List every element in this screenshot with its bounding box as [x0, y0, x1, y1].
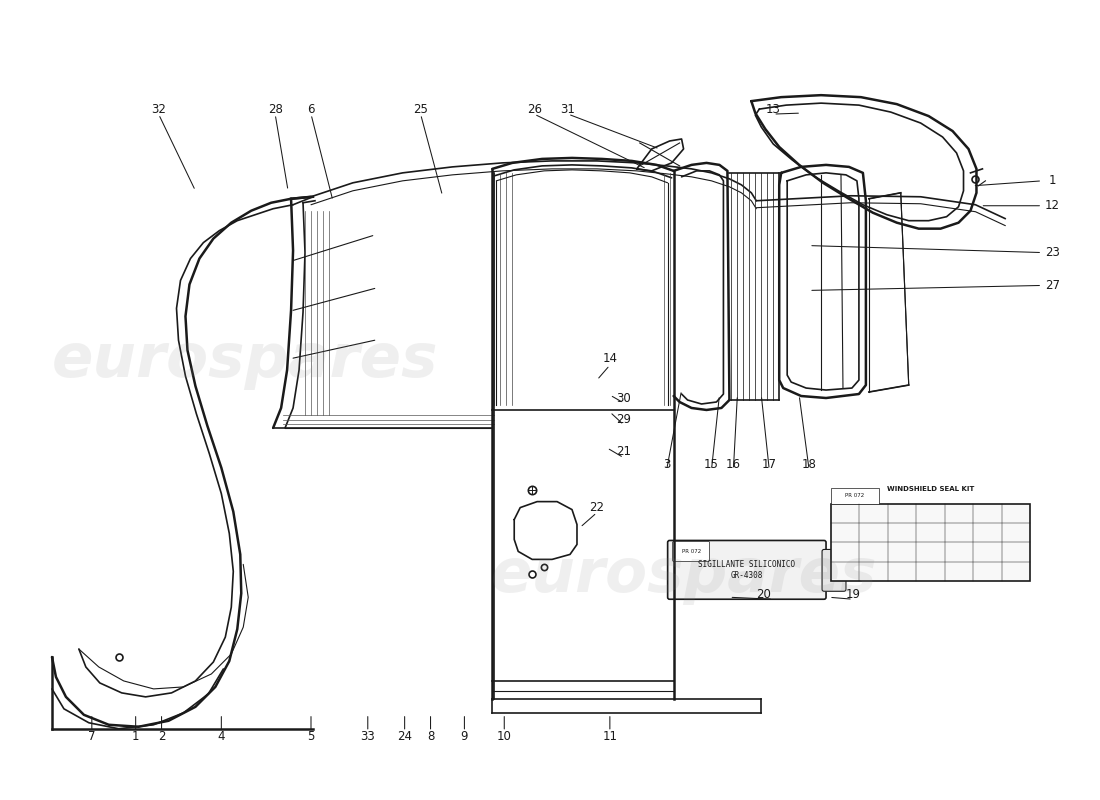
- Text: PR 072: PR 072: [682, 549, 701, 554]
- Text: 2: 2: [157, 730, 165, 743]
- Text: 7: 7: [88, 730, 96, 743]
- Text: 24: 24: [397, 730, 412, 743]
- Text: 32: 32: [151, 102, 166, 116]
- Text: 10: 10: [497, 730, 512, 743]
- Text: 3: 3: [663, 458, 670, 471]
- Text: 12: 12: [1045, 199, 1059, 212]
- Text: eurospares: eurospares: [52, 330, 439, 390]
- Text: 23: 23: [1045, 246, 1059, 259]
- Text: 8: 8: [427, 730, 434, 743]
- Text: 17: 17: [762, 458, 777, 471]
- Text: 25: 25: [414, 102, 428, 116]
- Text: SIGILLANTE SILICONICO
GR-4308: SIGILLANTE SILICONICO GR-4308: [698, 560, 795, 579]
- Text: 13: 13: [766, 102, 781, 116]
- Text: 20: 20: [756, 588, 771, 601]
- Text: WINDSHIELD SEAL KIT: WINDSHIELD SEAL KIT: [887, 486, 975, 492]
- Text: 4: 4: [218, 730, 226, 743]
- Text: 1: 1: [132, 730, 140, 743]
- Bar: [830, 488, 879, 504]
- Text: 27: 27: [1045, 279, 1059, 292]
- Text: 26: 26: [527, 102, 541, 116]
- Text: 21: 21: [616, 446, 631, 458]
- Text: 31: 31: [561, 102, 575, 116]
- Text: 11: 11: [603, 730, 617, 743]
- Text: 30: 30: [616, 391, 631, 405]
- Text: 1: 1: [1048, 174, 1056, 187]
- Text: 19: 19: [846, 588, 860, 601]
- Text: 6: 6: [307, 102, 315, 116]
- Text: 18: 18: [802, 458, 816, 471]
- Text: 28: 28: [267, 102, 283, 116]
- Text: 15: 15: [704, 458, 719, 471]
- Text: 5: 5: [307, 730, 315, 743]
- Text: eurospares: eurospares: [491, 546, 877, 605]
- Text: 33: 33: [361, 730, 375, 743]
- FancyBboxPatch shape: [822, 550, 846, 591]
- Text: 16: 16: [726, 458, 741, 471]
- Text: PR 072: PR 072: [845, 493, 865, 498]
- FancyBboxPatch shape: [668, 541, 826, 599]
- Text: 14: 14: [603, 352, 617, 365]
- Text: 29: 29: [616, 414, 631, 426]
- Bar: [830, 504, 1031, 582]
- Text: 22: 22: [590, 501, 604, 514]
- Text: 9: 9: [461, 730, 469, 743]
- FancyBboxPatch shape: [672, 542, 710, 562]
